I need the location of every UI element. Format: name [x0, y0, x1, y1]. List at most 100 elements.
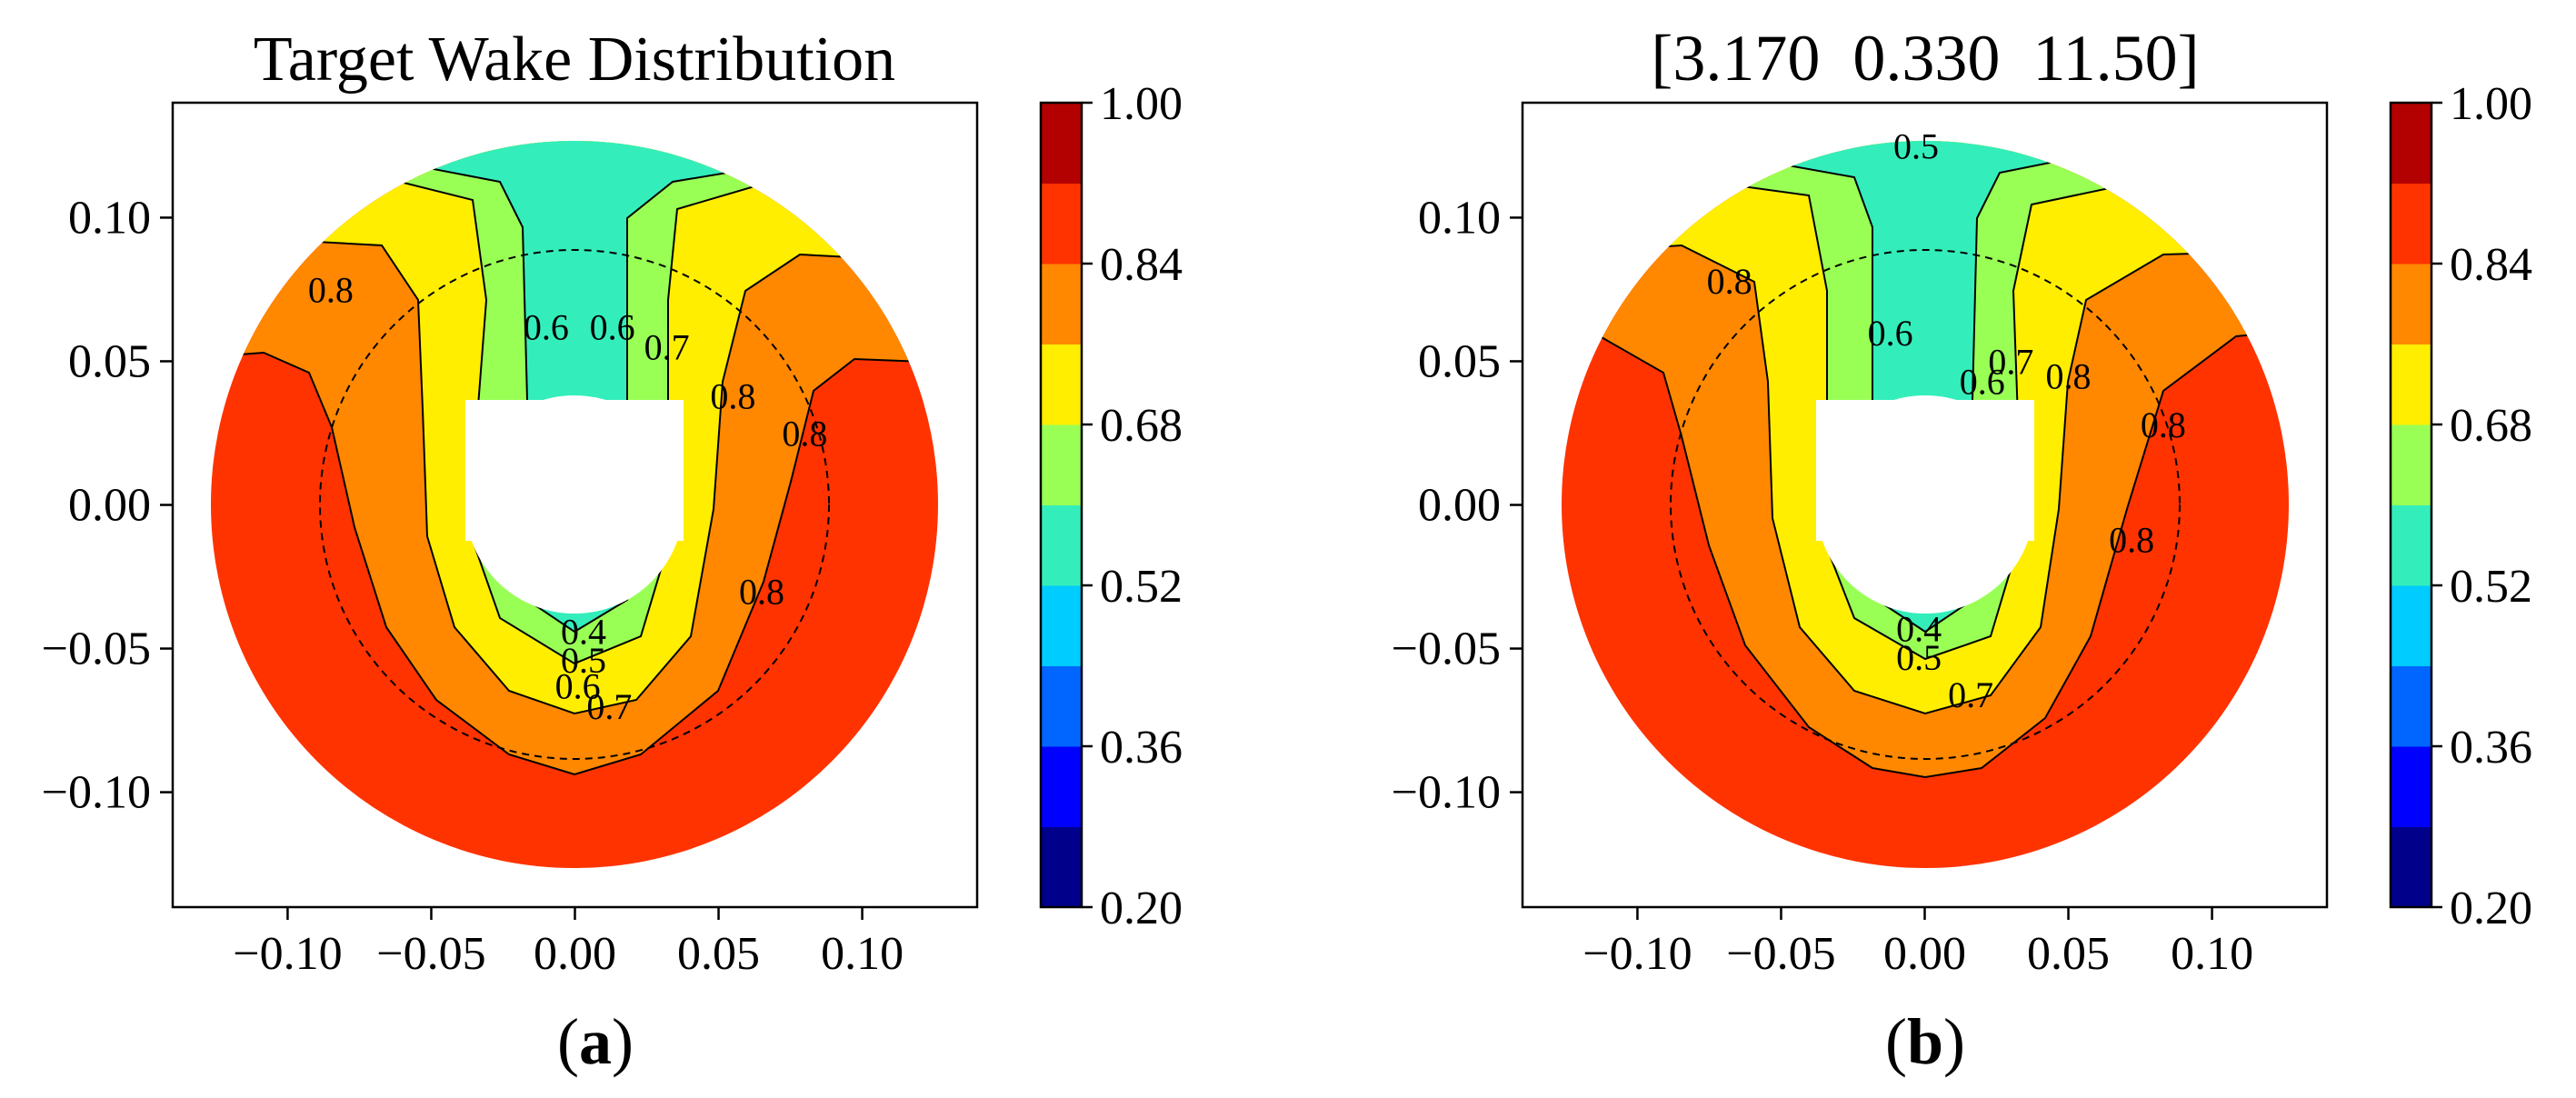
contour-label-b: 0.8	[2109, 519, 2154, 560]
x-tick-label-b: −0.10	[1583, 928, 1692, 980]
colorbar-tick-label-b: 0.36	[2450, 722, 2532, 774]
colorbar-segment-a	[1041, 264, 1082, 344]
contour-label-a: 0.8	[308, 269, 354, 310]
contour-label-b: 0.5	[1896, 637, 1942, 678]
contour-label-a: 0.6	[555, 666, 601, 707]
x-ticks-a: −0.10 −0.05 0.00 0.05 0.10	[233, 907, 904, 980]
plot-area-a: 0.80.6 0.6 0.70.80.80.80.40.50.60.7	[171, 101, 979, 909]
y-tick-label-a: 0.05	[68, 335, 151, 387]
colorbar-segment-a	[1041, 746, 1082, 827]
colorbar-a: 0.20 0.36 0.52 0.68 0.84 1.00	[1039, 78, 1183, 934]
contour-label-a: 0.8	[739, 571, 784, 612]
contour-label-a: 0.5	[561, 640, 606, 681]
contour-line-a-1	[211, 351, 938, 776]
contour-label-b: 0.8	[1707, 261, 1752, 302]
contour-labels-a: 0.80.6 0.6 0.70.80.80.80.40.50.60.7	[308, 269, 828, 726]
x-ticks-b: −0.10 −0.05 0.00 0.05 0.10	[1583, 907, 2253, 980]
colorbar-segment-a	[1041, 183, 1082, 265]
contour-label-b: 0.7	[1948, 674, 1993, 715]
y-ticks-a: 0.10 0.05 0.00 −0.05 −0.10	[42, 192, 173, 819]
colorbar-segment-b	[2391, 183, 2431, 265]
colorbar-segment-a	[1041, 585, 1082, 666]
panel-b: [3.170 0.330 11.50]	[1392, 22, 2532, 1078]
colorbar-segment-a	[1041, 103, 1082, 184]
propeller-circle-b	[1670, 249, 2181, 760]
plot-title-a: Target Wake Distribution	[254, 25, 895, 95]
contour-label-a: 0.8	[782, 413, 827, 454]
colorbar-tick-label-b: 0.52	[2450, 561, 2532, 613]
contour-label-a: 0.7	[644, 327, 690, 368]
contour-label-b: 0.5	[1893, 125, 1939, 166]
colorbar-segment-a	[1041, 424, 1082, 505]
contour-label-a: 0.4	[561, 612, 606, 653]
colorbar-segment-b	[2391, 103, 2431, 184]
colorbar-segment-b	[2391, 746, 2431, 827]
contour-label-a: 0.7	[586, 686, 632, 727]
y-tick-label-b: −0.10	[1392, 767, 1501, 819]
colorbar-segment-b	[2391, 504, 2431, 586]
colorbar-frame-a	[1039, 101, 1083, 909]
hub-gap-a	[465, 400, 684, 541]
x-tick-label-b: 0.05	[2027, 928, 2110, 980]
colorbar-tick-label-a: 0.20	[1100, 883, 1183, 934]
colorbar-tick-label-b: 0.84	[2450, 239, 2532, 291]
colorbar-segment-a	[1041, 504, 1082, 586]
colorbar-tick-label-a: 0.52	[1100, 561, 1183, 613]
y-tick-label-a: 0.10	[68, 192, 151, 244]
colorbar-segment-a	[1041, 344, 1082, 425]
colorbar-tick-label-a: 1.00	[1100, 78, 1183, 130]
colorbar-segment-b	[2391, 585, 2431, 666]
colorbar-segment-b	[2391, 826, 2431, 908]
propeller-circle-a	[319, 249, 830, 760]
hub-gap-b	[1816, 400, 2034, 541]
contour-label-b: 0.4	[1896, 608, 1942, 649]
x-tick-label-a: −0.05	[376, 928, 485, 980]
panel-label-a: (a)	[557, 1005, 634, 1078]
y-tick-label-a: 0.00	[68, 480, 151, 532]
plot-area-b: 0.50.80.60.70.6 0.80.80.80.40.50.7	[1521, 101, 2329, 909]
x-tick-label-a: −0.10	[233, 928, 342, 980]
x-tick-label-a: 0.10	[821, 928, 904, 980]
contour-line-a-3	[211, 180, 938, 665]
band-teal-b	[1562, 141, 2289, 400]
contour-line-b-2	[1562, 244, 2289, 715]
colorbar-tick-label-b: 1.00	[2450, 78, 2532, 130]
x-tick-label-a: 0.05	[677, 928, 760, 980]
colorbar-tick-label-a: 0.36	[1100, 722, 1183, 774]
contour-line-b-3	[1562, 180, 2289, 661]
contour-label-b: 0.7	[1988, 341, 2033, 382]
colorbar-tick-label-b: 0.20	[2450, 883, 2532, 934]
panel-a: Target Wake Distribution	[42, 25, 1183, 1078]
y-tick-label-b: −0.05	[1392, 624, 1501, 675]
contour-label-b: 0.8	[2046, 355, 2092, 396]
colorbar-segment-b	[2391, 344, 2431, 425]
colorbar-segment-b	[2391, 264, 2431, 344]
y-tick-label-b: 0.00	[1418, 480, 1501, 532]
colorbar-segment-b	[2391, 424, 2431, 505]
plot-title-b: [3.170 0.330 11.50]	[1651, 22, 2199, 95]
contour-label-b: 0.6	[1960, 362, 2005, 403]
colorbar-segment-a	[1041, 665, 1082, 747]
colorbar-segment-a	[1041, 826, 1082, 908]
colorbar-segment-b	[2391, 665, 2431, 747]
colorbar-tick-label-a: 0.68	[1100, 400, 1183, 452]
contour-label-a: 0.8	[710, 375, 755, 416]
colorbar-b: 0.20 0.36 0.52 0.68 0.84 1.00	[2389, 78, 2532, 934]
colorbar-tick-label-a: 0.84	[1100, 239, 1183, 291]
x-tick-label-b: −0.05	[1726, 928, 1835, 980]
contour-label-a: 0.6	[590, 307, 635, 348]
contour-line-a-2	[211, 239, 938, 715]
colorbar-frame-b	[2389, 101, 2433, 909]
contour-line-b-1	[1562, 326, 2289, 779]
panel-label-b: (b)	[1885, 1005, 1965, 1078]
contour-labels-b: 0.50.80.60.70.6 0.80.80.80.40.50.7	[1707, 125, 2186, 715]
x-tick-label-b: 0.00	[1883, 928, 1966, 980]
y-tick-label-b: 0.05	[1418, 335, 1501, 387]
x-tick-label-b: 0.10	[2171, 928, 2253, 980]
contour-label-b: 0.6	[1868, 313, 1913, 354]
contour-label-a: 0.6	[524, 307, 569, 348]
y-tick-label-a: −0.10	[42, 767, 151, 819]
x-tick-label-a: 0.00	[534, 928, 616, 980]
y-tick-label-b: 0.10	[1418, 192, 1501, 244]
